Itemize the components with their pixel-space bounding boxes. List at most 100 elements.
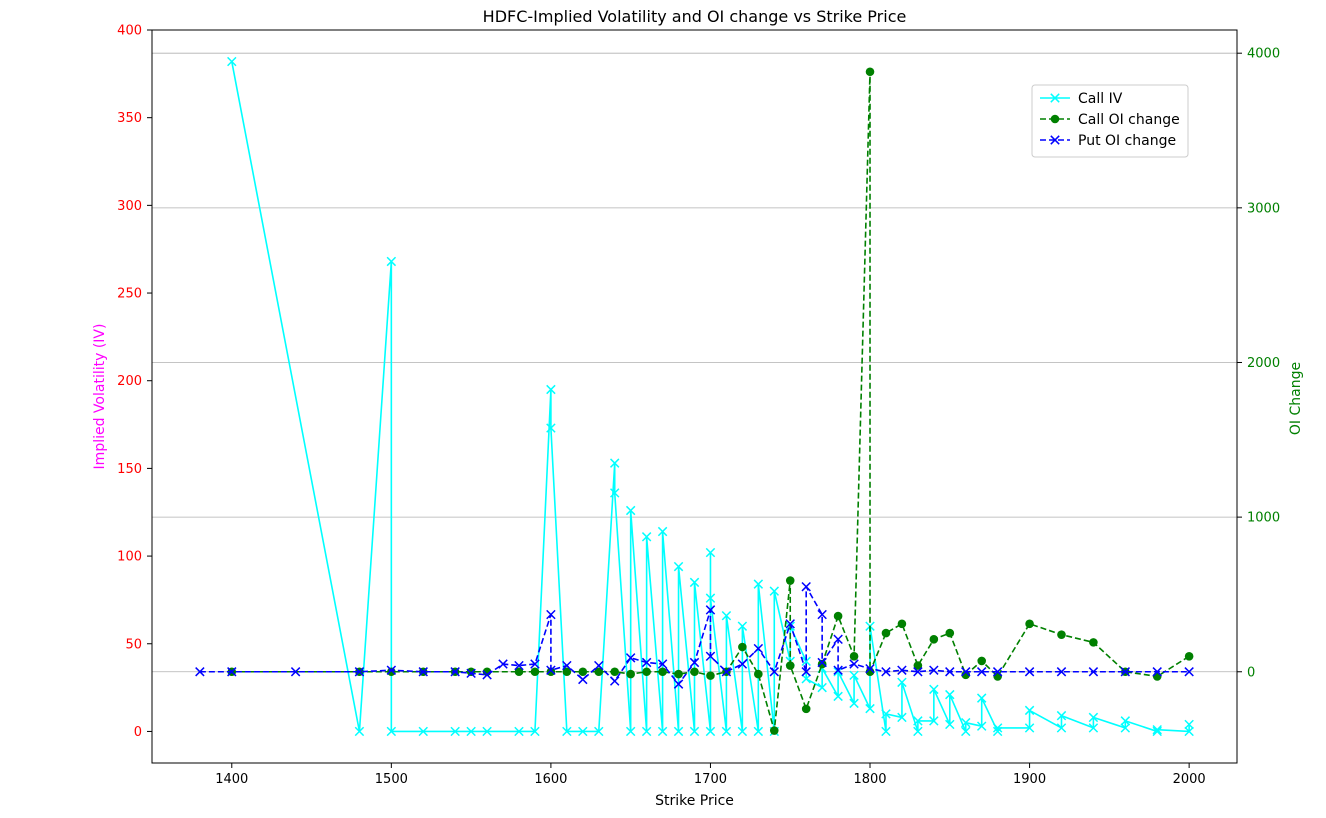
point-put-oi-change-39-b [897,665,907,675]
point-put-oi-change-30 [801,667,811,677]
point-call-oi-change-5 [466,667,476,677]
point-call-iv-18 [625,505,636,516]
point-call-iv-22 [657,526,668,537]
point-call-oi-change-27 [817,659,827,669]
point-put-oi-change-37-b [865,663,875,674]
point-call-oi-change-37 [961,670,971,680]
point-put-oi-change-33 [817,657,827,668]
point-call-iv-19-b [641,726,652,737]
point-call-iv-51 [881,709,891,719]
point-call-iv-52 [897,712,907,723]
point-call-oi-change-44 [1152,672,1162,681]
point-call-iv-14-b [594,726,604,737]
x-tick-label-1700: 1700 [694,772,727,787]
point-put-oi-change-32-b [817,609,827,620]
point-call-iv-70-b [1088,723,1099,733]
point-put-oi-change-34 [833,634,843,645]
point-call-iv-34-b [753,726,764,737]
point-put-oi-change-33-b [817,657,827,668]
point-call-iv-5-b [450,726,460,737]
y-left-tick-label-300: 300 [117,199,142,214]
point-call-iv-69 [1056,710,1067,721]
point-put-oi-change-47-b [1056,667,1067,677]
axes-layer: 1400 1500 1600 1700 1800 1900 2000050100150200… [117,24,1280,788]
point-call-iv-73 [1120,716,1131,726]
point-call-iv-68 [1056,723,1067,733]
point-call-oi-change-2 [387,667,396,677]
point-put-oi-change-38 [881,667,891,677]
legend-marker-put-oi-change [1050,135,1060,145]
point-call-iv-42 [817,682,827,693]
legend-marker-call-iv-b [1050,93,1060,103]
point-put-oi-change-31 [801,581,811,592]
point-call-iv-77-b [1184,719,1194,730]
point-put-oi-change-47 [1056,667,1067,677]
point-put-oi-change-1 [227,667,237,677]
point-call-oi-change-13 [610,667,620,677]
point-call-iv-71-b [1088,712,1099,723]
point-put-oi-change-21-b [673,679,684,689]
point-call-iv-63 [976,693,987,703]
point-call-oi-change-42 [1089,638,1098,647]
point-put-oi-change-40 [913,667,923,677]
point-put-oi-change-8 [482,670,492,680]
legend-marker-put-oi-change-b [1050,135,1060,145]
point-put-oi-change-20 [657,659,668,669]
point-put-oi-change-18 [625,653,636,663]
y-left-tick-label-250: 250 [117,287,142,302]
point-call-oi-change-21 [738,642,747,652]
point-put-oi-change-0-b [195,667,205,677]
point-call-iv-19 [641,726,652,737]
point-put-oi-change-29-b [785,619,795,629]
point-put-oi-change-16-b [594,660,604,671]
point-call-iv-46-b [849,698,859,709]
point-call-iv-6 [466,726,476,737]
point-put-oi-change-6-b [450,667,460,677]
legend: Call IV Call OI change Put OI change [1031,84,1189,158]
point-call-iv-2 [386,256,397,267]
point-call-iv-23 [673,726,684,737]
legend-label-put-oi-change: Put OI change [1078,133,1176,149]
point-call-iv-50 [881,726,891,737]
y-left-tick-label-50: 50 [125,637,142,652]
point-call-iv-65 [992,723,1003,733]
point-put-oi-change-35 [833,665,843,675]
point-call-iv-12-b [562,726,572,737]
point-call-iv-7 [482,726,492,737]
y-left-tick-label-100: 100 [117,550,142,565]
point-call-iv-46 [849,698,859,709]
point-put-oi-change-17 [609,676,620,686]
point-call-oi-change-39 [993,672,1002,681]
point-call-iv-60 [961,726,971,737]
point-put-oi-change-42 [945,667,955,677]
point-call-iv-61-b [961,717,971,728]
point-put-oi-change-48-b [1088,667,1099,677]
point-call-oi-change-25 [785,661,795,670]
point-call-iv-51-b [881,709,891,719]
point-put-oi-change-19 [641,657,652,668]
point-put-oi-change-45 [992,667,1003,677]
point-put-oi-change-27 [753,643,764,654]
point-put-oi-change-7-b [466,668,476,679]
x-tick-label-1600: 1600 [534,772,567,787]
point-call-iv-18-b [625,505,636,516]
point-call-iv-3-b [386,726,397,737]
point-call-iv-15-b [609,458,620,468]
legend-entry-call-iv: Call IV [1040,91,1123,107]
point-call-oi-change-40 [1025,619,1034,629]
point-call-iv-32-b [737,726,748,737]
point-put-oi-change-4-b [386,665,397,675]
point-call-iv-60-b [961,726,971,737]
point-call-iv-45-b [833,667,843,677]
point-call-iv-44-b [833,691,843,702]
point-put-oi-change-5-b [418,667,428,677]
point-call-iv-33 [737,621,748,631]
point-call-oi-change-16 [658,667,667,677]
point-call-oi-change-30 [865,67,875,77]
point-put-oi-change-30-b [801,667,811,677]
point-call-iv-55 [913,716,923,726]
point-put-oi-change-49 [1120,667,1131,677]
point-put-oi-change-46 [1024,667,1035,677]
